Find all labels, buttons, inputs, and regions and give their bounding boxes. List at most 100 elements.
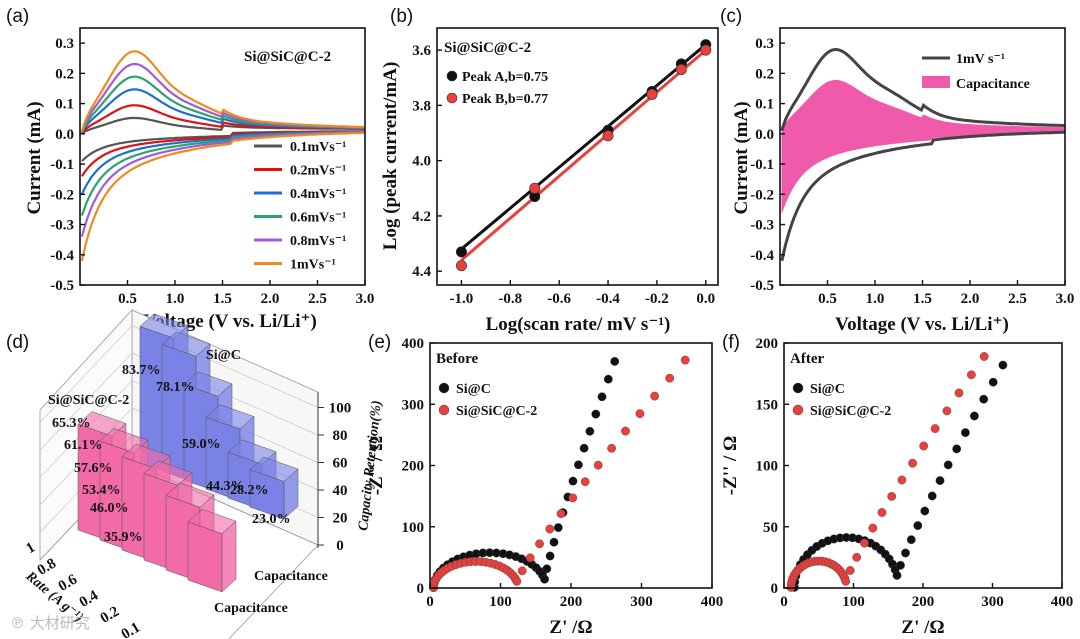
x-tick-label: 0 [780,594,788,610]
legend-marker [438,404,450,416]
y-tick-label: 0.3 [55,36,74,52]
panel-e: 0 100 200 300 400 0 100 200 300 400 Z' /Ω -Z'' / Ω B… [366,336,723,638]
data-point [877,508,887,517]
legend-label: 0.2mVs⁻¹ [290,164,346,179]
y-tick-label: -0.2 [50,187,74,203]
y-tick-label: -0.3 [50,218,74,234]
data-point [607,443,616,453]
x-tick-label: 3.0 [356,291,375,307]
legend-label: Si@C [456,382,491,397]
y-tick-label: 0 [771,581,779,597]
plot-frame [436,27,719,286]
data-point [556,509,566,519]
legend-label: Peak B,b=0.77 [462,92,548,107]
data-point [665,373,675,383]
y-tick-label: 300 [402,397,425,413]
data-point [860,538,869,548]
panel-c: 0.3 0.2 0.1 0.0 -0.1 -0.2 -0.3 -0.4 -0.5 0.5 1.0 1.… [731,27,1074,335]
data-point [961,428,970,437]
panel-a-letter: (a) [6,6,29,27]
data-point [942,406,952,416]
watermark-text: ℗ 大材研究 [10,614,90,632]
legend-marker [792,382,804,394]
data-point [568,476,578,486]
data-point [908,458,917,468]
y-tick-label: 0.0 [755,127,774,143]
x-tick-label: 2.5 [1008,291,1027,307]
y-axis-title: Current (mA) [24,101,45,214]
x-tick-label: 1.5 [213,291,232,307]
y-tick-label: 0.3 [755,36,774,52]
series-label: Si@SiC@C-2 [48,393,129,408]
cv-series-upper-1mVs⁻¹ [80,50,366,133]
data-point [593,460,603,470]
x-tick-label: 1.5 [913,291,932,307]
data-point [610,356,620,366]
y-tick-label: -0.4 [750,248,774,264]
x-tick-label: 400 [1051,594,1074,610]
legend-label: Capacitance [956,77,1030,92]
bar-si-c-top [183,371,233,397]
data-point [988,377,998,387]
data-point [930,424,940,433]
grid-line [39,325,133,423]
series-label: Si@C [206,348,241,363]
legend-marker [446,70,458,82]
data-point [591,409,601,419]
rate-tick-label: 0.2 [98,604,122,627]
y-tick-label: 3.6 [412,43,431,59]
panel-d: 83.7% 78.1% 59.0% 44.3%28.2% 23.0% 65.3% 61.1%… [22,308,385,639]
data-point [545,524,555,534]
panel-d-letter: (d) [6,332,29,353]
legend-label: Si@C [810,382,845,397]
legend-label: Si@SiC@C-2 [810,404,891,419]
x-tick-label: 2.0 [961,291,980,307]
data-point [680,355,690,365]
y-tick-label: 400 [402,336,425,352]
data-point [868,523,878,533]
legend-marker [438,382,450,394]
fit-line-peak-b [460,48,707,262]
data-point [954,388,964,398]
y-tick-label: -0.4 [50,248,74,264]
data-point [517,566,527,576]
bar-value-label: 65.3% [52,416,91,431]
row-label: Capacitance [254,569,328,584]
z-tick-label: 0 [336,538,344,554]
y-tick-label: 0.2 [55,66,74,82]
x-tick-label: 100 [842,594,865,610]
bar-value-label: 23.0% [252,512,291,527]
x-tick-label: -0.8 [498,291,522,307]
data-point [455,246,467,258]
bar-value-label: 46.0% [90,501,129,516]
y-axis-title: Log (peak current/mA) [380,62,401,251]
data-point [919,441,929,451]
y-tick-label: -0.2 [750,187,774,203]
x-tick-label: 2.0 [261,291,280,307]
data-point [998,360,1008,370]
chart-title: After [790,351,824,367]
y-tick-label: 100 [756,459,779,475]
x-tick-label: 1.0 [866,291,885,307]
data-point [621,426,630,436]
panel-e-letter: (e) [368,332,391,353]
legend-marker [792,404,804,416]
data-point [542,564,552,574]
data-point [887,491,897,501]
data-point [943,460,953,470]
x-tick-label: -0.4 [596,291,620,307]
bar-value-label: 83.7% [122,363,161,378]
plot-frame [783,342,1063,589]
y-tick-label: -0.5 [50,278,74,294]
data-point [920,506,930,516]
bar-si-c-top [161,331,211,357]
data-point [650,391,659,401]
row-label: Capacitance [214,601,288,616]
y-tick-label: 0.2 [755,66,774,82]
y-tick-label: 0 [417,581,425,597]
data-point [574,460,583,470]
bar-si-sic-c2-top [187,508,237,535]
z-tick-label: 60 [333,456,348,472]
y-axis-title: -Z'' / Ω [366,436,387,496]
